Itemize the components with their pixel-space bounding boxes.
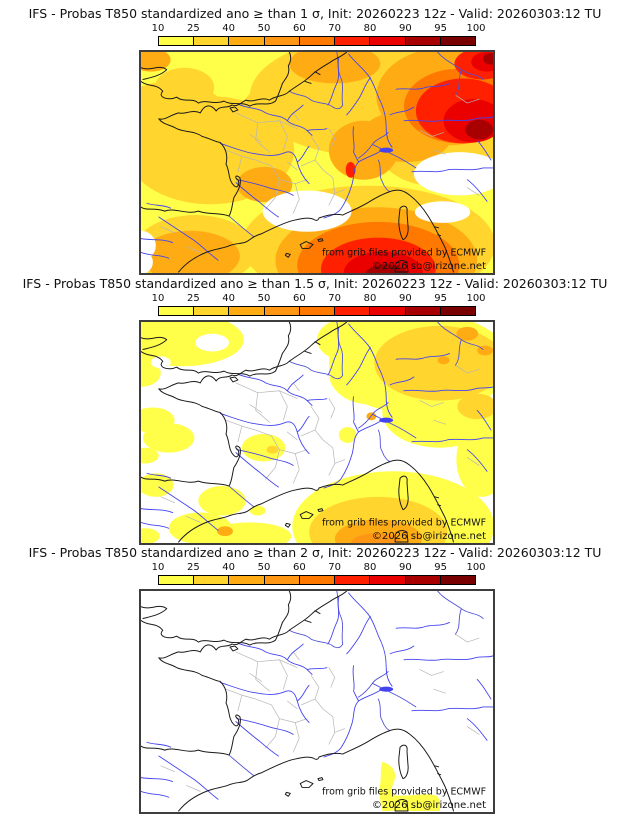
- colorbar-tick-label: 10: [151, 562, 165, 573]
- colorbar-tick-label: 60: [292, 293, 306, 304]
- map-panel-sigma-2: from grib files provided by ECMWF ©2026 …: [139, 589, 495, 814]
- map-panel-sigma-1: from grib files provided by ECMWF ©2026 …: [139, 50, 495, 275]
- colorbar-segment: [229, 307, 265, 315]
- colorbar-tick-label: 70: [328, 293, 342, 304]
- colorbar-segment: [440, 576, 475, 584]
- colorbar-tick-label: 80: [363, 293, 377, 304]
- colorbar-segment: [159, 576, 195, 584]
- colorbar-tick-label: 95: [434, 23, 448, 34]
- colorbar-segment: [299, 576, 336, 584]
- colorbar-tick-label: 40: [222, 293, 236, 304]
- colorbar-segment: [194, 307, 230, 315]
- copyright-attribution: ©2026 sb@irizone.net: [372, 531, 486, 542]
- colorbar-tick-label: 90: [398, 293, 412, 304]
- colorbar-tick-label: 90: [398, 23, 412, 34]
- colorbar-segment: [440, 37, 475, 45]
- colorbar-tick-label: 25: [186, 293, 200, 304]
- copyright-attribution: ©2026 sb@irizone.net: [372, 261, 486, 272]
- colorbar-segment: [299, 37, 336, 45]
- colorbar-segment: [405, 576, 441, 584]
- colorbar-tick-label: 100: [466, 293, 486, 304]
- colorbar-segment: [264, 576, 300, 584]
- copyright-attribution: ©2026 sb@irizone.net: [372, 800, 486, 811]
- colorbar: [158, 575, 476, 585]
- colorbar: [158, 36, 476, 46]
- colorbar-ticks: 10 25 40 50 60 70 80 90 95 100: [152, 23, 486, 35]
- colorbar-tick-label: 10: [151, 293, 165, 304]
- colorbar-segment: [299, 307, 336, 315]
- colorbar-tick-label: 100: [466, 23, 486, 34]
- colorbar-tick-label: 50: [257, 23, 271, 34]
- colorbar-segment: [264, 307, 300, 315]
- colorbar-segment: [194, 37, 230, 45]
- colorbar-tick-label: 100: [466, 562, 486, 573]
- colorbar-segment: [370, 307, 406, 315]
- colorbar-tick-label: 10: [151, 23, 165, 34]
- colorbar-tick-label: 40: [222, 23, 236, 34]
- colorbar-segment: [335, 307, 371, 315]
- colorbar-segment: [159, 37, 195, 45]
- colorbar-segment: [405, 307, 441, 315]
- colorbar-segment: [335, 37, 371, 45]
- colorbar-tick-label: 25: [186, 562, 200, 573]
- colorbar-segment: [229, 576, 265, 584]
- colorbar-tick-label: 60: [292, 562, 306, 573]
- colorbar-tick-label: 70: [328, 23, 342, 34]
- panel-title: IFS - Probas T850 standardized ano ≥ tha…: [22, 276, 608, 291]
- colorbar-tick-label: 90: [398, 562, 412, 573]
- colorbar-ticks: 10 25 40 50 60 70 80 90 95 100: [152, 562, 486, 574]
- colorbar-segment: [405, 37, 441, 45]
- colorbar-tick-label: 50: [257, 562, 271, 573]
- probability-field: [141, 322, 493, 543]
- colorbar-tick-label: 80: [363, 562, 377, 573]
- colorbar-segment: [159, 307, 195, 315]
- probability-field: [379, 761, 441, 812]
- ecmwf-attribution: from grib files provided by ECMWF: [322, 247, 486, 258]
- colorbar-segment: [264, 37, 300, 45]
- colorbar-tick-label: 80: [363, 23, 377, 34]
- colorbar-segment: [370, 576, 406, 584]
- colorbar-tick-label: 95: [434, 293, 448, 304]
- colorbar-tick-label: 50: [257, 293, 271, 304]
- colorbar-ticks: 10 25 40 50 60 70 80 90 95 100: [152, 293, 486, 305]
- colorbar-tick-label: 70: [328, 562, 342, 573]
- colorbar-segment: [335, 576, 371, 584]
- map-panel-sigma-1-5: from grib files provided by ECMWF ©2026 …: [139, 320, 495, 545]
- colorbar-tick-label: 60: [292, 23, 306, 34]
- panel-title: IFS - Probas T850 standardized ano ≥ tha…: [28, 6, 602, 21]
- colorbar-segment: [440, 307, 475, 315]
- colorbar-segment: [194, 576, 230, 584]
- ecmwf-attribution: from grib files provided by ECMWF: [322, 517, 486, 528]
- colorbar: [158, 306, 476, 316]
- colorbar-tick-label: 95: [434, 562, 448, 573]
- panel-title: IFS - Probas T850 standardized ano ≥ tha…: [28, 545, 602, 560]
- colorbar-segment: [370, 37, 406, 45]
- colorbar-tick-label: 40: [222, 562, 236, 573]
- colorbar-segment: [229, 37, 265, 45]
- colorbar-tick-label: 25: [186, 23, 200, 34]
- ecmwf-attribution: from grib files provided by ECMWF: [322, 786, 486, 797]
